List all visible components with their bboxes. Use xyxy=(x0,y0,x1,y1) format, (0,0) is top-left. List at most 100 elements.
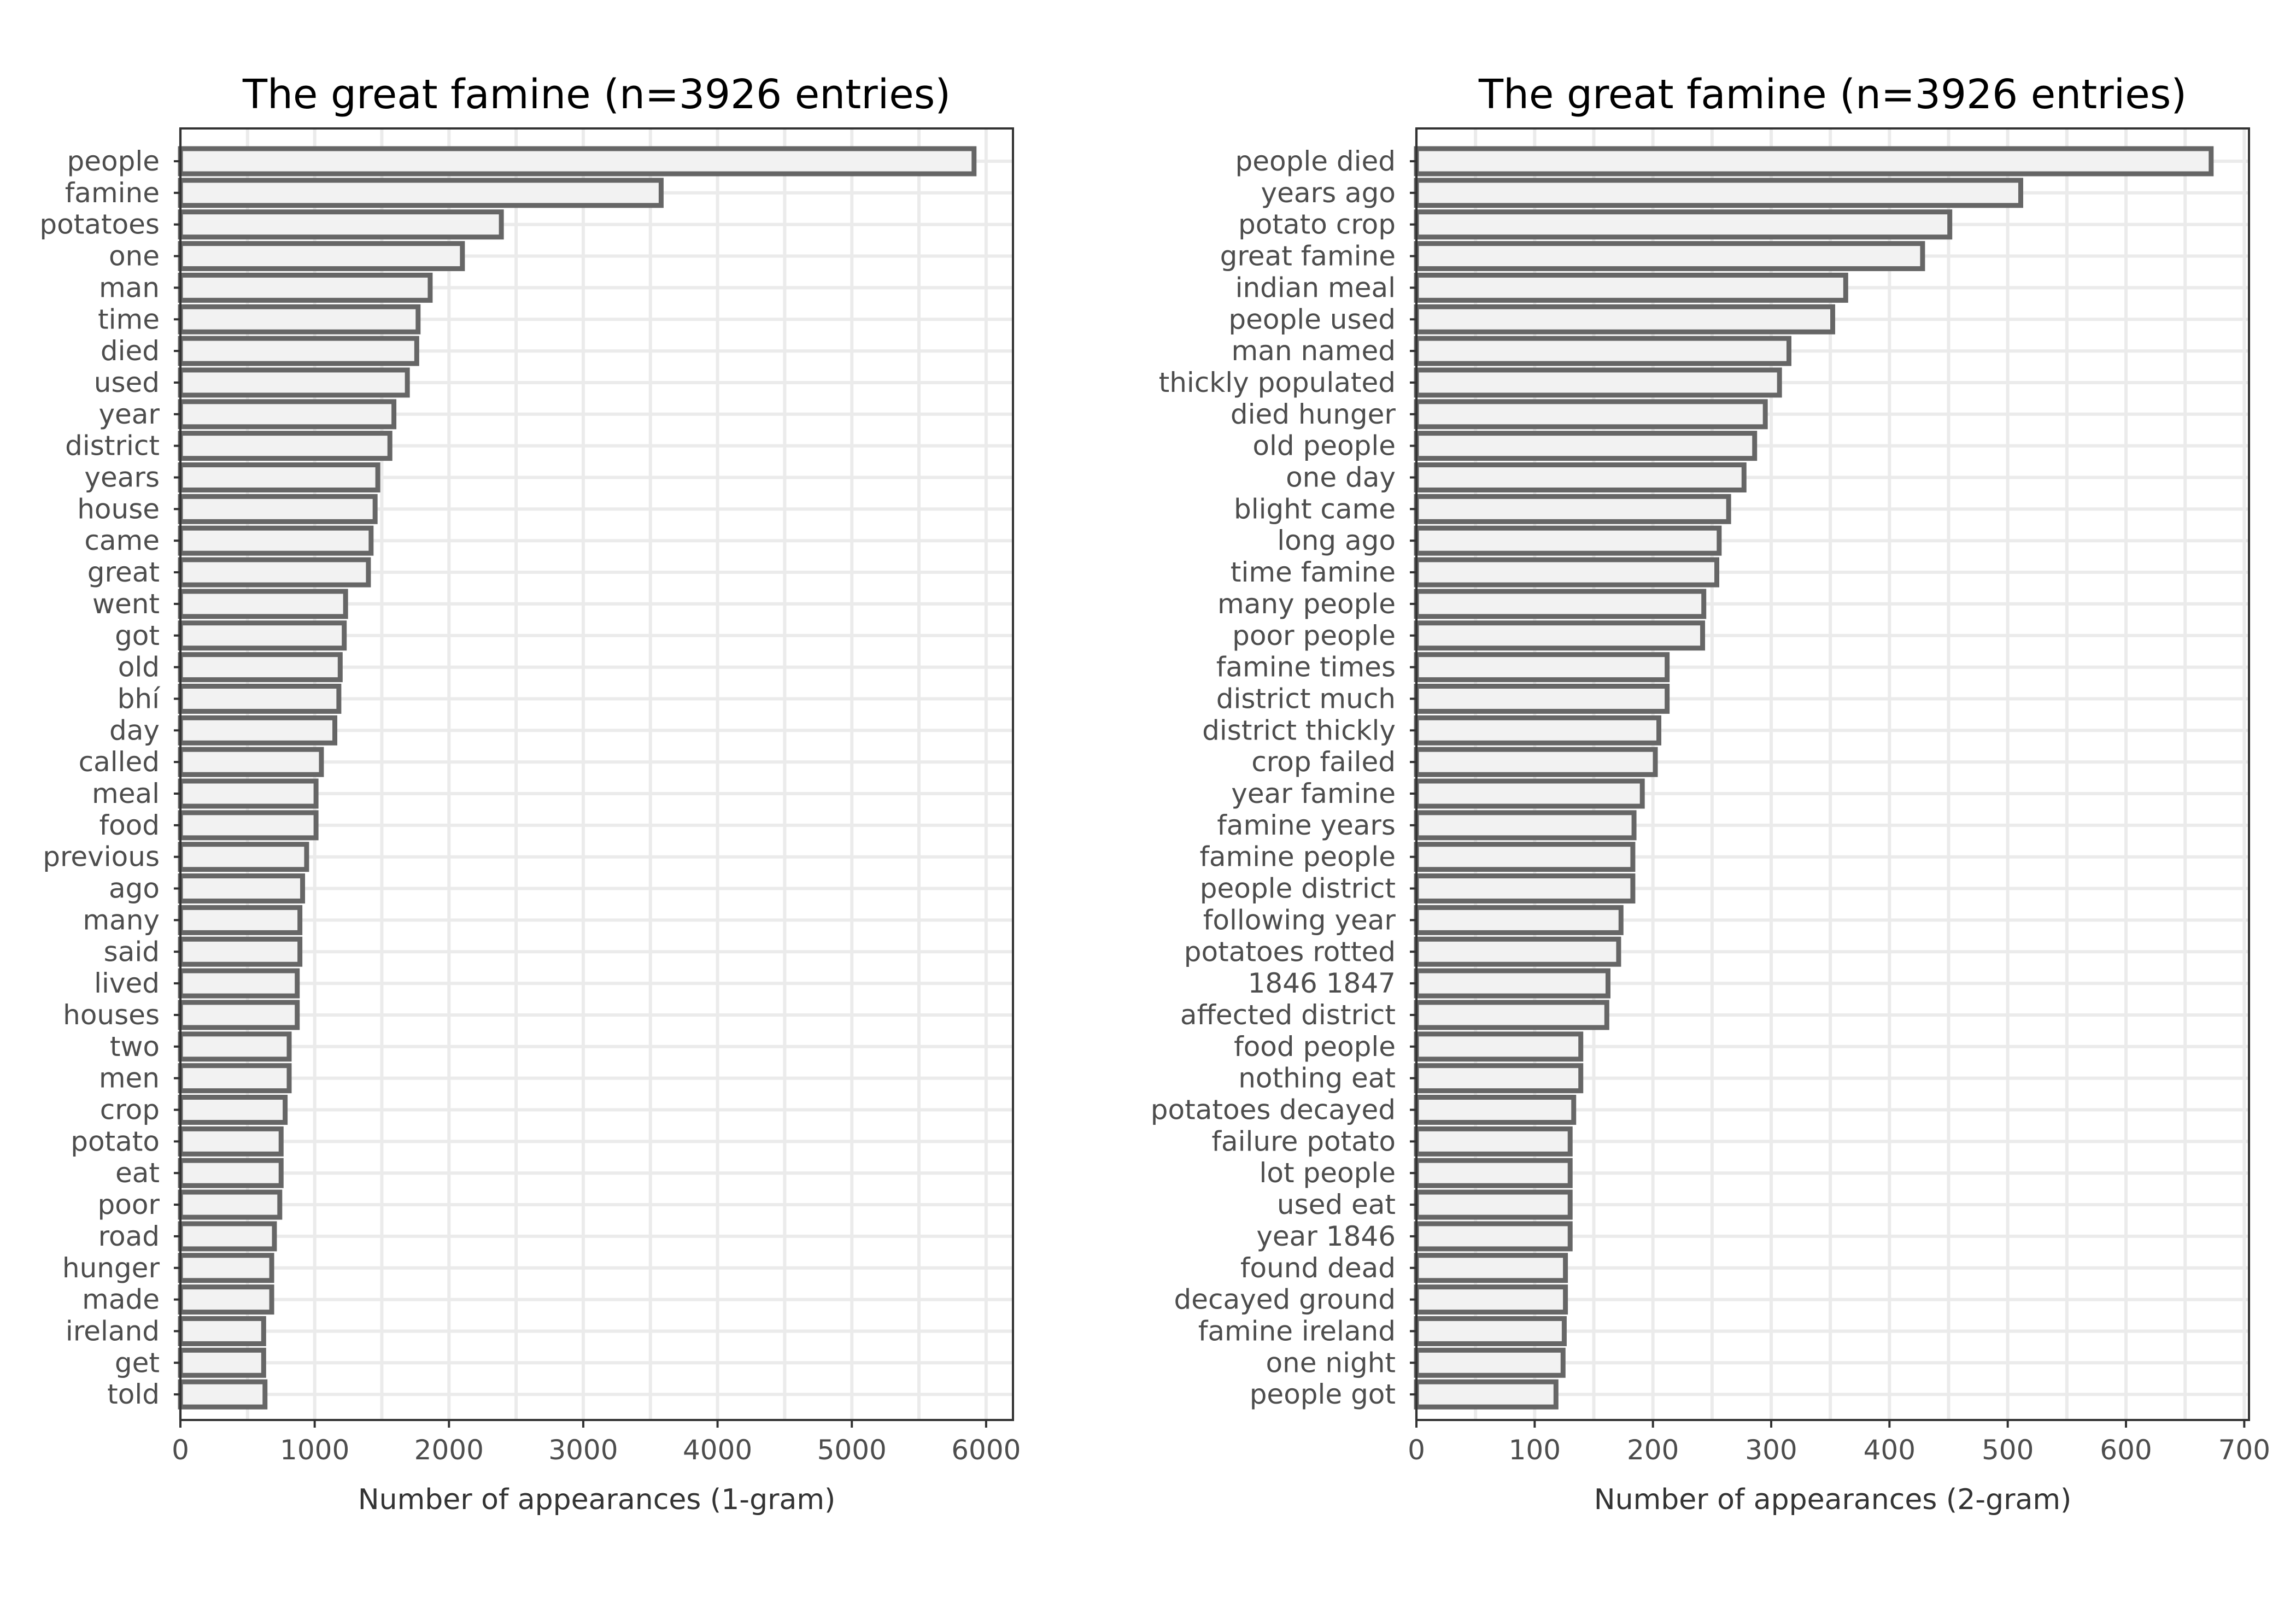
bigram-category-label: potatoes rotted xyxy=(1184,936,1396,967)
unigram-category-label: many xyxy=(83,904,160,936)
bigram-bar xyxy=(1414,968,1610,999)
unigram-category-label: man xyxy=(99,272,160,303)
unigram-x-tick-label: 0 xyxy=(172,1434,189,1466)
unigram-bar xyxy=(178,589,348,619)
bigram-category-label: people district xyxy=(1200,873,1396,905)
bigram-bar xyxy=(1414,778,1645,809)
bigram-category-label: 1846 1847 xyxy=(1248,967,1396,999)
bigram-bar xyxy=(1414,431,1758,461)
bigram-x-tick-label: 100 xyxy=(1509,1434,1561,1466)
unigram-category-label: get xyxy=(115,1347,160,1378)
bigram-bar xyxy=(1414,1000,1609,1030)
unigram-category-label: poor xyxy=(98,1189,160,1220)
unigram-bar xyxy=(178,1189,283,1220)
unigram-bar xyxy=(178,1221,277,1252)
unigram-bar xyxy=(178,715,337,746)
bigram-bar xyxy=(1414,1347,1566,1378)
unigram-category-label: crop xyxy=(100,1094,160,1126)
bigram-x-tick-label: 600 xyxy=(2100,1434,2152,1466)
unigram-bar xyxy=(178,1347,266,1378)
bigram-category-label: many people xyxy=(1217,588,1396,620)
bigram-bar xyxy=(1414,1379,1559,1410)
bigram-bar xyxy=(1414,1095,1577,1125)
unigram-bar xyxy=(178,968,300,999)
bigram-bar xyxy=(1414,620,1706,651)
unigram-bar xyxy=(178,304,421,335)
bigram-bar xyxy=(1414,557,1719,588)
unigram-category-label: used xyxy=(94,367,160,398)
unigram-category-label: year xyxy=(98,398,160,430)
unigram-category-labels: peoplefaminepotatoesonemantimediedusedye… xyxy=(39,145,161,1410)
bigram-bar xyxy=(1414,399,1768,430)
unigram-bar xyxy=(178,209,504,240)
bigram-bar xyxy=(1414,272,1848,303)
bigram-category-label: thickly populated xyxy=(1159,367,1396,398)
bigram-category-label: potatoes decayed xyxy=(1151,1094,1396,1126)
unigram-bar xyxy=(178,1095,288,1125)
unigram-category-label: bhí xyxy=(118,683,161,714)
bigram-bar xyxy=(1414,146,2214,177)
unigram-bar xyxy=(178,747,324,777)
unigram-category-label: meal xyxy=(92,778,160,809)
bigram-bar xyxy=(1414,209,1953,240)
bigram-bar xyxy=(1414,367,1782,398)
bigram-category-label: famine years xyxy=(1217,809,1396,841)
bigram-category-label: district much xyxy=(1216,683,1396,714)
bigram-bar xyxy=(1414,905,1624,935)
bigram-category-label: indian meal xyxy=(1235,272,1396,303)
unigram-bar xyxy=(178,272,433,303)
unigram-x-tick-label: 3000 xyxy=(548,1434,618,1466)
unigram-category-label: men xyxy=(99,1063,160,1094)
bigram-x-tick-label: 400 xyxy=(1864,1434,1916,1466)
bigram-bars xyxy=(1414,146,2214,1410)
bigram-category-label: found dead xyxy=(1240,1252,1396,1284)
unigram-bar xyxy=(178,525,374,556)
unigram-bar xyxy=(178,494,378,524)
bigram-category-label: poor people xyxy=(1232,620,1396,652)
unigram-category-label: lived xyxy=(94,967,160,999)
bigram-category-label: blight came xyxy=(1234,493,1396,525)
unigram-category-label: famine xyxy=(65,177,160,209)
bigram-category-label: time famine xyxy=(1231,556,1396,588)
bigram-bar xyxy=(1414,1284,1568,1315)
unigram-category-label: day xyxy=(109,714,160,746)
bigram-bar xyxy=(1414,936,1621,967)
unigram-bar xyxy=(178,241,465,272)
unigram-x-tick-label: 5000 xyxy=(817,1434,887,1466)
unigram-category-label: called xyxy=(79,746,160,778)
bigram-category-label: crop failed xyxy=(1251,746,1396,778)
unigram-category-label: said xyxy=(104,936,160,967)
unigram-chart-panel: The great famine (n=3926 entries) people… xyxy=(39,71,1021,1516)
bigram-category-label: old people xyxy=(1252,430,1396,462)
bigram-category-label: people got xyxy=(1250,1378,1396,1410)
bigram-bar xyxy=(1414,1031,1584,1062)
bigram-bar xyxy=(1414,810,1637,841)
unigram-category-label: went xyxy=(92,588,160,620)
unigram-bar xyxy=(178,1031,292,1062)
bigram-bar xyxy=(1414,178,2023,208)
unigram-bar xyxy=(178,1316,266,1346)
bigram-chart-title: The great famine (n=3926 entries) xyxy=(1478,71,2187,118)
unigram-x-axis-label: Number of appearances (1-gram) xyxy=(358,1483,836,1516)
bigram-bar xyxy=(1414,525,1722,556)
unigram-category-label: house xyxy=(77,493,160,525)
unigram-bar xyxy=(178,810,319,841)
bigram-x-tick-label: 700 xyxy=(2218,1434,2270,1466)
unigram-bar xyxy=(178,399,397,430)
bigram-bar xyxy=(1414,652,1670,683)
unigram-bar xyxy=(178,778,319,809)
unigram-category-label: made xyxy=(82,1284,160,1316)
unigram-chart-title: The great famine (n=3926 entries) xyxy=(242,71,951,118)
bigram-bar xyxy=(1414,494,1731,524)
unigram-category-label: told xyxy=(107,1378,160,1410)
bigram-bar xyxy=(1414,241,1925,272)
bigram-category-label: failure potato xyxy=(1211,1125,1396,1157)
bigram-category-label: people used xyxy=(1228,303,1396,335)
unigram-category-label: two xyxy=(110,1031,160,1063)
bigram-category-label: one day xyxy=(1286,462,1396,494)
unigram-bar xyxy=(178,683,342,714)
bigram-category-label: food people xyxy=(1234,1031,1396,1063)
unigram-category-label: road xyxy=(98,1220,160,1252)
bigram-chart-panel: The great famine (n=3926 entries) people… xyxy=(1151,71,2270,1516)
